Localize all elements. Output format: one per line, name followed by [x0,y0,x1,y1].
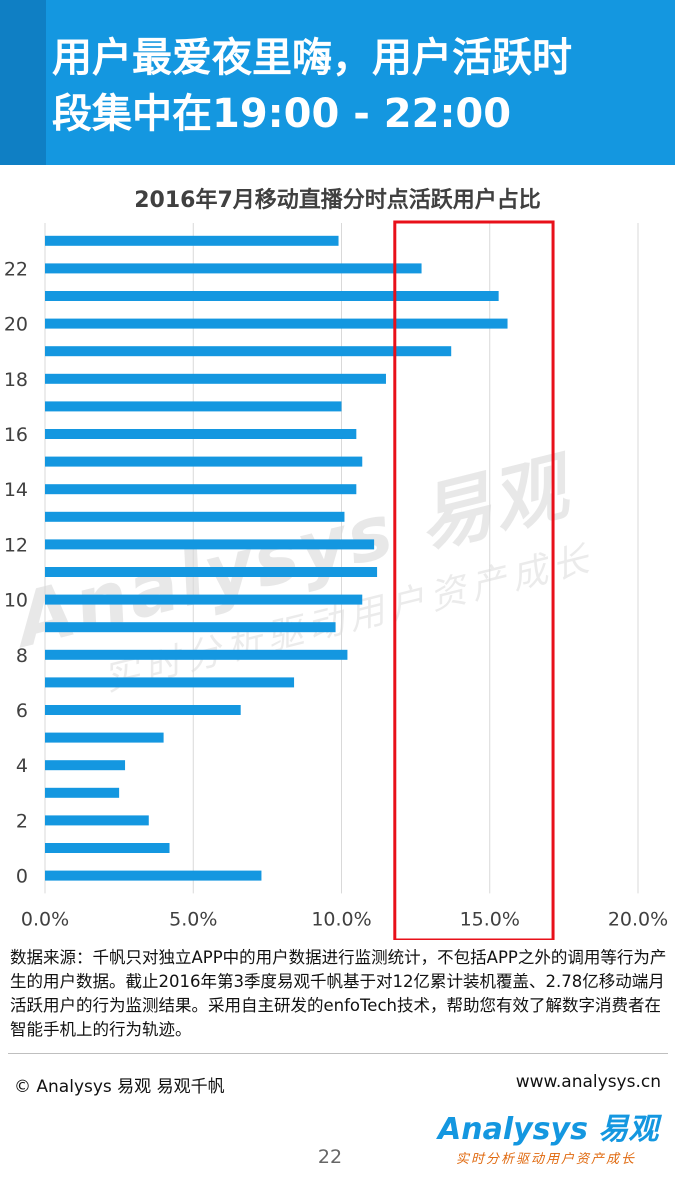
hourly-active-users-bar-chart: 0.0% 5.0% 10.0% 15.0% 20.0% 0 2 4 6 8 10 12 14 16 18 20… [4,220,668,940]
bar-hour-7 [45,677,295,688]
bar-hour-17 [45,401,342,412]
bar-hour-20 [45,318,508,329]
footer-divider [8,1053,668,1054]
bar-hour-4 [45,760,126,771]
logo-tagline: 实时分析驱动用户资产成长 [456,1152,637,1167]
y-tick-label: 12 [4,534,28,556]
bar-hour-10 [45,594,363,605]
highlight-box [393,220,555,940]
page-title-line-1: 用户最爱夜里嗨，用户活跃时 [52,35,572,81]
y-tick-label: 10 [4,590,28,612]
header-accent-stripe [0,0,46,165]
bar-hour-13 [45,511,345,522]
bar-hour-9 [45,622,336,633]
chart-title: 2016年7月移动直播分时点活跃用户占比 [134,188,541,213]
x-tick-label: 5.0% [169,908,217,930]
bar-hour-1 [45,843,170,853]
bar-hour-3 [45,787,120,798]
data-source-note: 数据来源：千帆只对独立APP中的用户数据进行监测统计，不包括APP之外的调用等行… [10,948,667,1039]
y-tick-label: 6 [16,700,28,722]
bar-hour-21 [45,291,499,301]
y-tick-label: 4 [16,755,28,777]
bar-hour-2 [45,815,149,826]
y-tick-label: 2 [16,810,28,832]
x-tick-label: 10.0% [311,908,371,930]
logo-wordmark: Analysys 易观 [438,1112,659,1147]
bar-hour-5 [45,732,164,743]
bar-hour-18 [45,373,386,384]
bar-hour-8 [45,649,348,660]
bar-hour-23 [45,235,339,246]
page-title-line-2: 段集中在19:00 - 22:00 [52,91,512,137]
y-tick-label: 14 [4,479,28,501]
bar-hour-0 [45,870,262,881]
analysys-logo: Analysys 易观 实时分析驱动用户资产成长 [438,1112,668,1172]
y-tick-label: 0 [16,866,28,888]
y-tick-label: 18 [4,369,28,391]
y-tick-label: 16 [4,424,28,446]
website-link[interactable]: www.analysys.cn [515,1072,661,1092]
x-tick-label: 15.0% [460,908,520,930]
x-tick-label: 0.0% [21,908,69,930]
bar-hour-22 [45,263,422,274]
y-tick-label: 8 [16,645,28,667]
bar-hour-6 [45,705,241,715]
bar-hour-15 [45,456,363,467]
bar-hour-19 [45,346,452,357]
y-tick-label: 22 [4,258,28,280]
y-tick-label: 20 [4,314,28,336]
copyright-text: © Analysys 易观 易观千帆 [14,1077,225,1097]
bar-hour-12 [45,539,375,550]
x-tick-label: 20.0% [608,908,668,930]
bar-hour-14 [45,484,357,495]
header-banner: 用户最爱夜里嗨，用户活跃时 段集中在19:00 - 22:00 [0,0,675,165]
bar-hour-11 [45,567,378,577]
page-title: 用户最爱夜里嗨，用户活跃时 段集中在19:00 - 22:00 [52,30,652,142]
page-number: 22 [317,1146,343,1168]
bar-hour-16 [45,429,357,439]
